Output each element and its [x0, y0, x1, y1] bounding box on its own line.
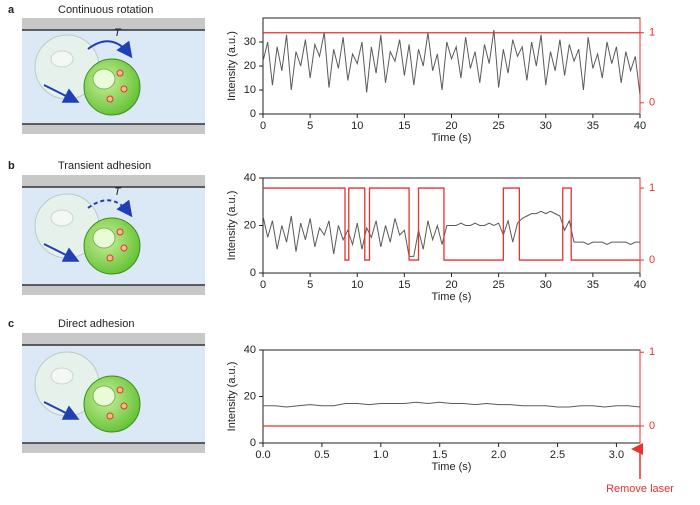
cell: [83, 58, 141, 116]
x-tick-label: 0.5: [314, 449, 329, 461]
x-tick-label: 10: [351, 120, 363, 132]
y-axis-label: Intensity (a.u.): [226, 191, 238, 261]
torque-label: T: [114, 27, 122, 39]
particle: [106, 412, 114, 420]
x-tick-label: 1.0: [373, 449, 388, 461]
panel-label: c: [8, 318, 14, 330]
torque-arrow: [87, 40, 133, 59]
torque-arrow: [87, 199, 133, 218]
x-tick-label: 1.5: [432, 449, 447, 461]
x-axis-label: Time (s): [432, 461, 472, 473]
y-tick-label: 0: [250, 437, 256, 449]
x-axis-label: Time (s): [432, 132, 472, 144]
nucleus: [92, 68, 116, 90]
x-tick-label: 5: [307, 120, 313, 132]
y-tick-label: 20: [244, 390, 256, 402]
y-axis-label: Intensity (a.u.): [226, 362, 238, 432]
particle: [120, 244, 128, 252]
x-tick-label: 10: [351, 279, 363, 291]
particle: [106, 95, 114, 103]
particle: [120, 402, 128, 410]
particle: [120, 85, 128, 93]
torque-label: T: [114, 186, 122, 198]
intensity-line: [263, 401, 641, 408]
x-tick-label: 30: [540, 279, 552, 291]
y2-tick-label: 0: [649, 254, 655, 266]
x-tick-label: 15: [398, 120, 410, 132]
faded-nucleus: [50, 209, 74, 227]
y2-tick-label: 1: [649, 346, 655, 358]
panel-title: Transient adhesion: [58, 160, 151, 172]
wall-top: [22, 175, 205, 187]
x-tick-label: 40: [634, 120, 646, 132]
x-tick-label: 30: [540, 120, 552, 132]
x-tick-label: 0: [260, 279, 266, 291]
y-tick-label: 20: [244, 219, 256, 231]
y2-tick-label: 1: [649, 182, 655, 194]
panel-label: b: [8, 160, 15, 172]
faded-nucleus: [50, 50, 74, 68]
wall-bottom: [22, 285, 205, 295]
cell-diagram: [22, 333, 205, 453]
panel-title: Direct adhesion: [58, 318, 134, 330]
x-tick-label: 35: [587, 279, 599, 291]
y2-tick-label: 1: [649, 27, 655, 39]
annotation: Remove laser: [606, 483, 674, 495]
wall-top: [22, 18, 205, 30]
particle: [116, 69, 124, 77]
y2-tick-label: 0: [649, 420, 655, 432]
y-tick-label: 10: [244, 84, 256, 96]
x-tick-label: 25: [493, 279, 505, 291]
nucleus: [92, 227, 116, 249]
x-tick-label: 15: [398, 279, 410, 291]
x-tick-label: 20: [445, 279, 457, 291]
state-line: [263, 187, 640, 261]
y-tick-label: 40: [244, 172, 256, 184]
panel-title: Continuous rotation: [58, 4, 153, 16]
faded-nucleus: [50, 367, 74, 385]
flow-arrow: [43, 84, 80, 103]
nucleus: [92, 385, 116, 407]
cell: [83, 375, 141, 433]
x-tick-label: 35: [587, 120, 599, 132]
intensity-line: [262, 29, 641, 95]
x-tick-label: 0.0: [255, 449, 270, 461]
x-tick-label: 0: [260, 120, 266, 132]
flow-arrow: [43, 401, 80, 420]
particle: [116, 228, 124, 236]
x-tick-label: 2.0: [491, 449, 506, 461]
cell-diagram: T: [22, 175, 205, 295]
y-tick-label: 30: [244, 36, 256, 48]
panel-label: a: [8, 4, 15, 16]
x-tick-label: 25: [493, 120, 505, 132]
cell-diagram: T: [22, 18, 205, 134]
x-tick-label: 40: [634, 279, 646, 291]
x-tick-label: 3.0: [609, 449, 624, 461]
y-tick-label: 0: [250, 108, 256, 120]
particle: [116, 386, 124, 394]
wall-bottom: [22, 443, 205, 453]
y-axis-label: Intensity (a.u.): [226, 31, 238, 101]
y2-tick-label: 0: [649, 97, 655, 109]
x-tick-label: 2.5: [550, 449, 565, 461]
wall-top: [22, 333, 205, 345]
wall-bottom: [22, 124, 205, 134]
x-axis-label: Time (s): [432, 291, 472, 303]
flow-arrow: [43, 243, 80, 262]
y-tick-label: 0: [250, 267, 256, 279]
intensity-line: [262, 210, 640, 257]
x-tick-label: 5: [307, 279, 313, 291]
y-tick-label: 20: [244, 60, 256, 72]
particle: [106, 254, 114, 262]
cell: [83, 217, 141, 275]
y-tick-label: 40: [244, 344, 256, 356]
x-tick-label: 20: [445, 120, 457, 132]
plot-frame: [262, 349, 641, 444]
